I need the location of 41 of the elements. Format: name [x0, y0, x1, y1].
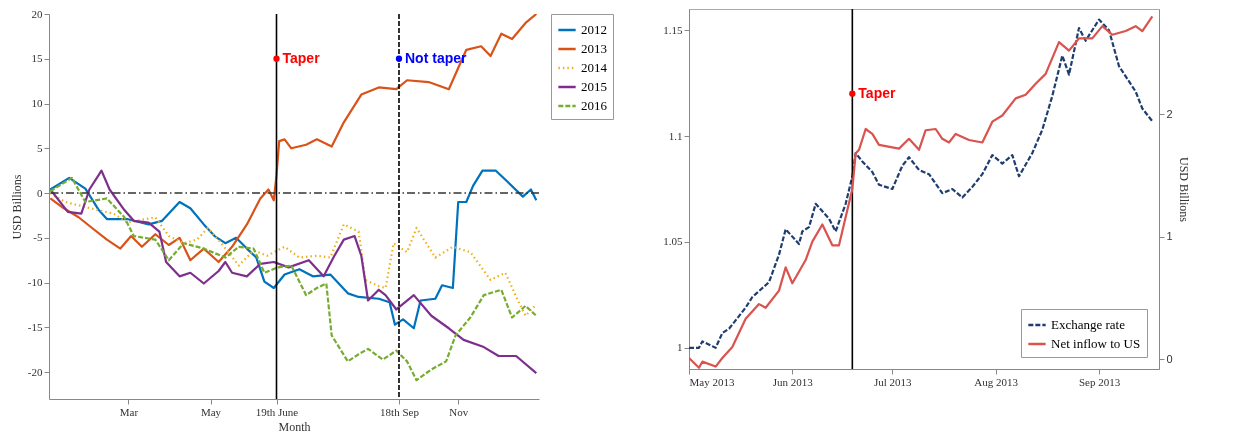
x-tick-label: Sep 2013 [1078, 375, 1121, 388]
x-tick-label: Jul 2013 [874, 375, 913, 388]
y-tick-label: 1.1 [668, 129, 683, 142]
line-series [49, 169, 538, 330]
y-tick-label: 0 [37, 186, 43, 199]
y-tick-label: 1 [677, 341, 683, 354]
x-tick-label: Mar [119, 405, 139, 418]
legend-label: 2012 [581, 22, 607, 37]
legend-label: Exchange rate [1051, 317, 1126, 332]
y2-tick-label: 0 [1166, 352, 1173, 365]
x-tick-label: May 2013 [689, 375, 735, 388]
y-tick-label: 20 [31, 7, 43, 20]
x-tick-label: May [200, 405, 222, 418]
y-tick-label: 1.05 [663, 235, 683, 248]
x-tick-label: 19th June [255, 405, 299, 418]
y-tick-label: 10 [31, 97, 43, 110]
y-tick-label: 5 [37, 141, 43, 154]
y-tick-label: -15 [27, 320, 43, 333]
y-tick-label: -20 [27, 365, 43, 378]
x-tick-label: 18th Sep [380, 405, 420, 418]
y-tick-label: 15 [31, 52, 43, 65]
y2-axis-title: USD Billions [1176, 156, 1191, 223]
x-tick-label: Nov [449, 405, 469, 418]
y2-tick-label: 1 [1166, 230, 1173, 243]
x-tick-label: Aug 2013 [974, 375, 1019, 388]
x-tick-label: Jun 2013 [772, 375, 814, 388]
legend-label: 2015 [581, 79, 607, 94]
x-axis-title: Month [278, 419, 311, 434]
line-series [49, 191, 537, 317]
legend-label: 2013 [581, 41, 607, 56]
annotation: Taper [858, 84, 896, 101]
y-tick-label: -5 [33, 231, 43, 244]
legend-label: 2014 [581, 60, 608, 75]
y-tick-label: 1.15 [663, 23, 683, 36]
legend-label: 2016 [581, 98, 608, 113]
line-series [49, 14, 538, 264]
legend-label: Net inflow to US [1051, 336, 1141, 351]
y-tick-label: -10 [27, 276, 43, 289]
annotation: Taper [282, 49, 321, 66]
y2-tick-label: 2 [1166, 107, 1173, 120]
y-axis-title: USD Billions [9, 174, 24, 240]
